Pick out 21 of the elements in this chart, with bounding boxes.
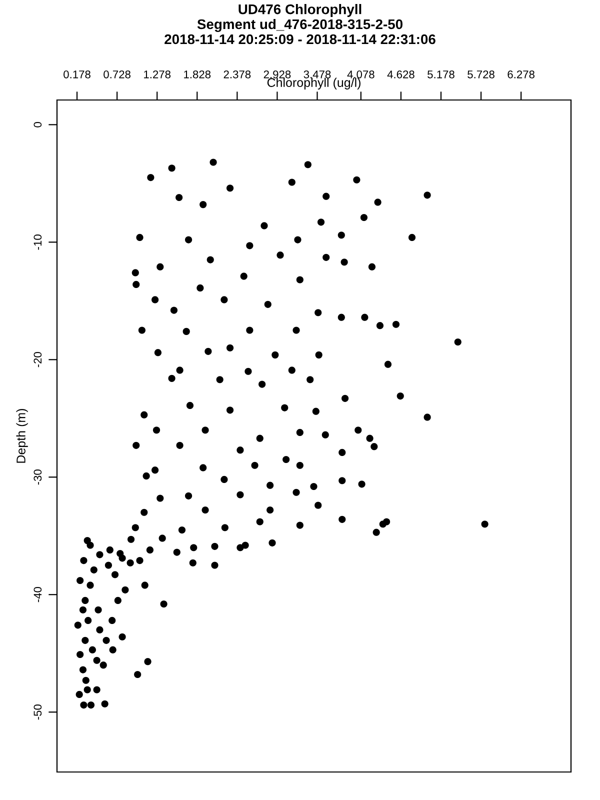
x-tick-label: 4.628 bbox=[387, 70, 414, 78]
y-tick-label: 0 bbox=[34, 122, 42, 128]
x-tick-label: 5.178 bbox=[428, 70, 454, 78]
y-tick-label: -50 bbox=[34, 704, 42, 720]
x-tick-label: 3.478 bbox=[304, 70, 331, 78]
chart-title: UD476 Chlorophyll Segment ud_476-2018-315-2-50 2018-11-14 20:25:09 - 2018-11-14 22:31:06 bbox=[164, 4, 436, 44]
x-tick-label: 2.378 bbox=[224, 70, 251, 78]
x-axis-title: Chlorophyll (ug/l) bbox=[267, 78, 360, 90]
x-tick-label: 4.078 bbox=[347, 70, 374, 78]
x-tick-label: 1.828 bbox=[184, 70, 211, 78]
y-axis-title: Depth (m) bbox=[16, 408, 28, 463]
x-tick-label: 0.178 bbox=[64, 70, 90, 78]
x-tick-label: 2.928 bbox=[264, 70, 291, 78]
y-tick-label: -30 bbox=[34, 470, 42, 485]
y-tick-label: -10 bbox=[34, 234, 42, 250]
y-tick-label: -20 bbox=[34, 352, 42, 368]
x-tick-label: 0.728 bbox=[104, 70, 130, 78]
x-tick-label: 5.728 bbox=[468, 70, 494, 78]
x-tick-label: 6.278 bbox=[508, 70, 534, 78]
x-tick-label: 1.278 bbox=[144, 70, 171, 78]
y-tick-label: -40 bbox=[34, 587, 42, 602]
